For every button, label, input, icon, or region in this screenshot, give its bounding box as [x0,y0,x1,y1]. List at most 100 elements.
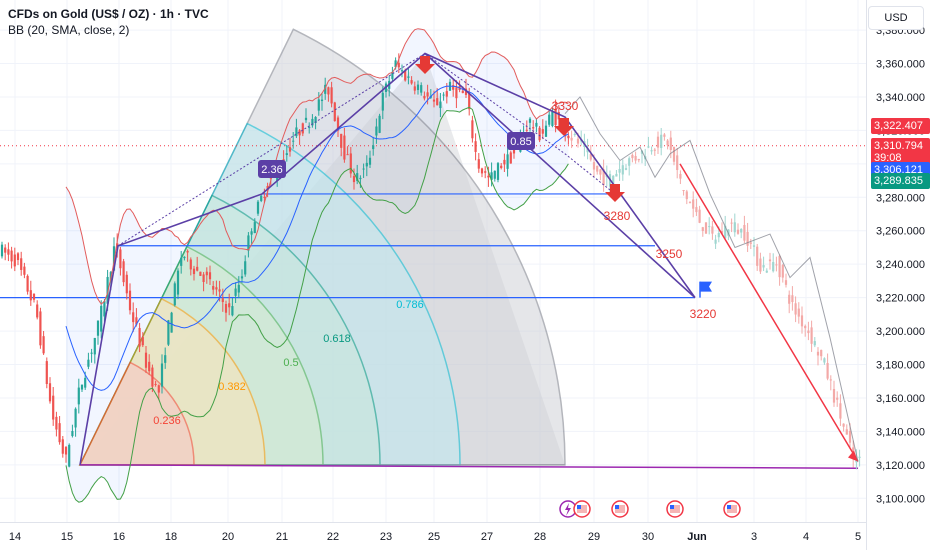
candle-body [714,239,717,244]
candle-body [7,249,10,255]
candle-body [685,191,688,200]
fib-level-label: 0.5 [283,357,298,369]
candle-body [266,186,269,190]
candle-body [186,250,189,253]
candle-body [167,320,170,345]
price-axis-label: 3,310.794 [871,137,930,154]
candle-body [212,286,215,290]
candle-body [679,173,682,179]
candle-body [704,222,708,234]
candle-body [349,153,352,174]
candle-body [208,272,212,280]
candle-body [490,172,493,180]
candle-body [52,395,55,420]
candle-body [13,254,16,267]
candle-body [205,271,208,276]
candle-body [36,304,39,318]
candle-body [61,439,64,454]
us-event-icon-stripe [577,505,587,513]
candle-body [106,276,109,304]
candle-body [80,384,84,390]
candle-body [452,85,455,90]
lightning-icon [565,503,571,516]
candle-body [0,244,4,257]
candle-body [221,298,224,303]
candle-body [125,274,128,294]
candle-body [477,159,480,169]
price-tick-label: 3,360.000 [876,59,925,71]
indicator-label[interactable]: BB (20, SMA, close, 2) [8,23,130,37]
candle-body [215,287,218,290]
candle-body [410,80,413,84]
candle-body [442,94,445,96]
candle-body [464,88,468,95]
chart-legend: CFDs on Gold (US$ / OZ) · 1h · TVC BB (2… [8,6,209,38]
price-tick-label: 3,340.000 [876,92,925,104]
time-axis-divider [0,522,866,523]
candle-body [285,153,288,156]
candle-body [794,303,797,315]
price-axis-label: 3,289.835 [871,172,930,189]
candle-body [797,308,800,317]
price-tick-label: 3,160.000 [876,393,925,405]
ratio-box [507,132,535,150]
candle-body [500,165,503,168]
fib-level-label: 0.618 [323,333,351,345]
us-event-icon-canton [670,505,674,509]
candle-body [698,209,701,223]
candle-body [532,127,535,129]
symbol-title[interactable]: CFDs on Gold (US$ / OZ) · 1h · TVC [8,7,209,21]
candle-body [74,408,77,428]
candle-body [304,117,308,121]
candle-body [148,361,151,372]
candle-body [42,336,45,354]
candle-body [336,117,340,131]
candle-body [493,170,496,179]
ratio-box [258,160,286,178]
candle-body [647,146,650,148]
purple-diagonal [424,52,696,299]
candle-body [164,355,167,363]
candle-body [807,330,810,334]
candle-body [762,265,765,268]
candle-body [528,118,532,123]
us-event-icon-canton [615,505,619,509]
down-arrow-peak [415,56,435,74]
candle-body [324,84,327,94]
candle-body [314,117,317,123]
candle-body [48,383,52,402]
time-axis: 14 15 16 18 20 21 22 23 25 27 28 29 30 Jun 3 4 5 [9,531,861,543]
us-event-icon-stripe [727,505,737,513]
candle-body [228,303,231,308]
candle-body [87,359,90,367]
candle-body [820,349,823,357]
trend-drawings: 2.36 0.85 3330 3280 3250 3220 [79,52,859,465]
candle-body [541,129,544,134]
currency-button[interactable]: USD [868,6,924,30]
candle-body [119,249,122,269]
candle-body [112,246,116,271]
candle-body [320,99,324,102]
candle-body [487,175,490,178]
candle-body [567,135,570,139]
time-tick-label: 3 [751,531,757,543]
time-tick-label: 21 [276,531,288,543]
candle-body [439,101,442,109]
candle-body [573,133,576,135]
candle-body [612,175,615,185]
candle-body [29,290,32,301]
candle-body [740,228,743,233]
candle-body [599,169,602,175]
candle-body [381,92,384,111]
candle-body [340,133,343,148]
candle-body [618,168,621,173]
price-tick-label: 3,100.000 [876,493,925,505]
candle-body [244,261,247,275]
price-target-label: 3220 [690,307,717,321]
ratio-label: 2.36 [261,164,282,176]
fib-level-label: 0.786 [396,299,424,311]
candle-body [128,290,132,311]
candle-body [416,84,420,91]
candle-body [256,201,260,214]
